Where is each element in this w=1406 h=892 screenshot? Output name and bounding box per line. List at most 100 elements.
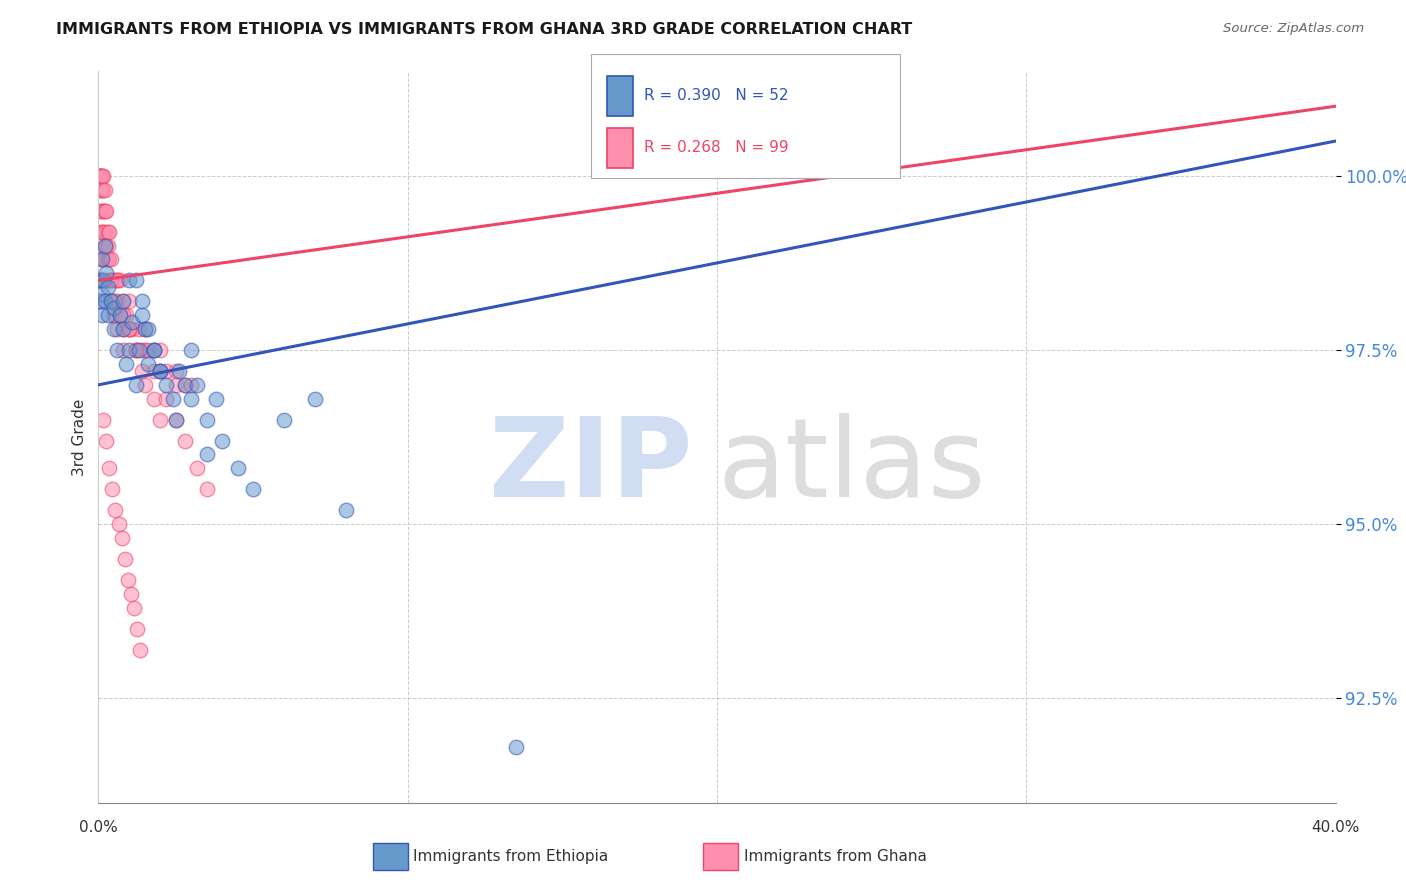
Point (91, 273, 114, 287)
Point (90, 252, 112, 267)
Point (165, 412, 187, 426)
Point (131, 308, 153, 322)
Point (105, 343, 128, 357)
Point (90, 308, 112, 322)
Point (90, 169, 112, 183)
Point (134, 322, 156, 336)
Point (120, 587, 142, 601)
Point (128, 343, 150, 357)
Point (90, 203, 112, 218)
Point (96, 203, 118, 218)
Point (134, 343, 156, 357)
Point (162, 392, 184, 406)
Point (105, 294, 128, 309)
Point (149, 364, 172, 378)
Point (93, 252, 115, 267)
Text: ZIP: ZIP (489, 413, 692, 520)
Point (89, 169, 111, 183)
Point (117, 573, 139, 587)
Point (136, 343, 159, 357)
Point (93, 238, 115, 252)
Point (186, 377, 208, 392)
Point (115, 308, 138, 322)
Point (186, 461, 208, 475)
Point (195, 448, 218, 462)
Point (103, 322, 125, 336)
Point (118, 273, 141, 287)
Point (114, 552, 136, 566)
Point (101, 483, 124, 497)
Point (97, 252, 120, 267)
Point (155, 364, 177, 378)
Point (91, 169, 114, 183)
Point (149, 364, 172, 378)
Point (121, 315, 143, 329)
Point (118, 322, 141, 336)
Point (167, 364, 190, 378)
Point (226, 461, 249, 475)
Point (335, 503, 357, 517)
Point (96, 238, 118, 252)
Text: atlas: atlas (717, 413, 986, 520)
Point (143, 343, 166, 357)
Point (93, 203, 115, 218)
Point (89, 169, 111, 183)
Point (143, 343, 166, 357)
Point (105, 273, 128, 287)
Point (180, 377, 202, 392)
Point (242, 483, 264, 497)
Point (128, 322, 150, 336)
Point (89, 169, 111, 183)
Text: R = 0.390   N = 52: R = 0.390 N = 52 (644, 88, 789, 103)
Point (118, 294, 141, 309)
Point (205, 392, 228, 406)
Point (91, 203, 114, 218)
Point (98, 461, 121, 475)
Point (165, 364, 187, 378)
Point (211, 434, 233, 448)
Y-axis label: 3rd Grade: 3rd Grade (72, 399, 87, 475)
Point (100, 273, 122, 287)
Point (97, 280, 120, 294)
Point (118, 343, 141, 357)
Point (115, 357, 138, 371)
Point (90, 169, 112, 183)
Point (165, 377, 187, 392)
Point (89, 273, 111, 287)
Point (149, 364, 172, 378)
Point (111, 531, 132, 545)
Point (89, 294, 111, 309)
Point (89, 169, 111, 183)
Point (131, 364, 153, 378)
Point (149, 412, 172, 426)
Point (108, 273, 131, 287)
Point (195, 483, 218, 497)
Point (103, 301, 125, 316)
Point (136, 322, 159, 336)
Point (112, 294, 135, 309)
Point (122, 600, 145, 615)
Point (97, 273, 120, 287)
Text: Immigrants from Ethiopia: Immigrants from Ethiopia (413, 849, 609, 863)
Point (165, 412, 187, 426)
Point (180, 392, 202, 406)
Point (90, 225, 112, 239)
Point (155, 377, 177, 392)
Point (90, 252, 112, 267)
Point (96, 434, 118, 448)
Point (103, 273, 125, 287)
Point (124, 343, 146, 357)
Point (93, 225, 115, 239)
Point (100, 252, 122, 267)
Point (107, 517, 129, 532)
Point (105, 322, 128, 336)
Point (195, 412, 218, 426)
Point (93, 183, 115, 197)
Point (96, 266, 118, 280)
Point (89, 252, 111, 267)
Point (112, 343, 135, 357)
Point (155, 392, 177, 406)
Point (136, 357, 159, 371)
Point (89, 273, 111, 287)
Point (100, 294, 122, 309)
